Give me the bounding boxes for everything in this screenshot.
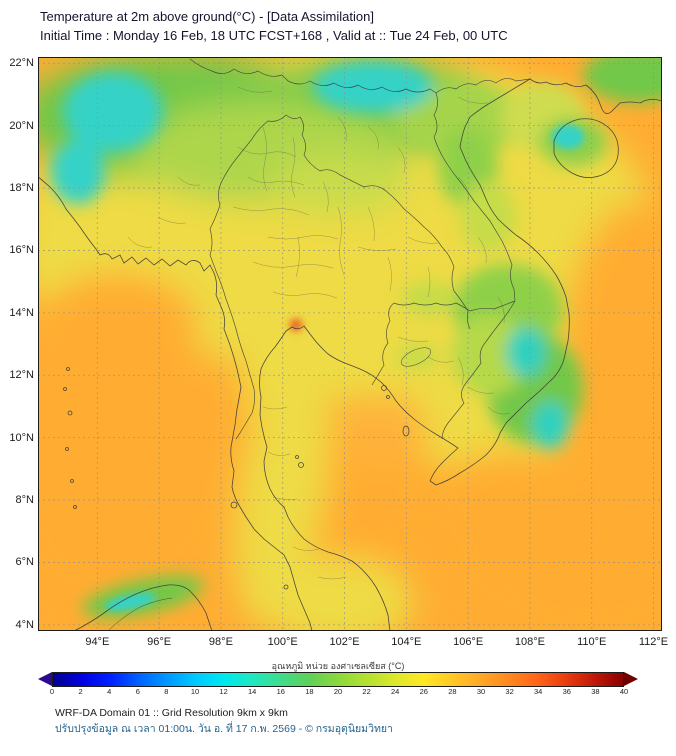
colorbar-tick-label: 28 xyxy=(448,687,457,696)
colorbar-gradient xyxy=(52,671,624,687)
colorbar-tick-label: 2 xyxy=(78,687,83,696)
lat-tick-label: 20°N xyxy=(9,119,34,132)
colorbar-tick-label: 38 xyxy=(591,687,600,696)
page-title: Temperature at 2m above ground(°C) - [Da… xyxy=(40,9,374,24)
temperature-map-canvas xyxy=(38,57,662,631)
lon-tick-label: 110°E xyxy=(577,636,607,648)
province-borders xyxy=(127,86,511,580)
colorbar-tick-label: 24 xyxy=(391,687,400,696)
lat-tick-label: 8°N xyxy=(15,494,34,507)
lat-tick-label: 14°N xyxy=(9,306,34,319)
colorbar-tick-label: 6 xyxy=(135,687,140,696)
map-footer: WRF-DA Domain 01 :: Grid Resolution 9km … xyxy=(55,705,393,737)
colorbar-left-arrow-icon xyxy=(38,672,52,686)
colorbar-tick-label: 0 xyxy=(49,687,55,696)
page-subtitle: Initial Time : Monday 16 Feb, 18 UTC FCS… xyxy=(40,28,508,43)
colorbar-tick-label: 8 xyxy=(164,687,169,696)
lon-tick-label: 106°E xyxy=(453,636,484,648)
lat-tick-label: 10°N xyxy=(9,431,34,444)
colorbar-tick-row: 0 2 4 6 8 10 12 14 16 18 20 22 24 26 28 30 32 34 36 38 40 xyxy=(49,687,628,697)
lon-tick-label: 100°E xyxy=(267,636,298,648)
colorbar-tick-label: 32 xyxy=(505,687,514,696)
map-frame xyxy=(38,57,662,631)
colorbar-tick-label: 12 xyxy=(219,687,228,696)
colorbar-tick-label: 40 xyxy=(619,687,629,696)
temperature-field xyxy=(38,57,662,631)
colorbar-tick-label: 26 xyxy=(419,687,428,696)
lat-tick-label: 16°N xyxy=(9,244,34,257)
plot-frame xyxy=(38,57,662,631)
colorbar-right-arrow-icon xyxy=(624,672,638,686)
colorbar-tick-label: 14 xyxy=(248,687,257,696)
colorbar-tick-label: 30 xyxy=(476,687,486,696)
lat-tick-label: 22°N xyxy=(9,57,34,70)
footer-domain-info: WRF-DA Domain 01 :: Grid Resolution 9km … xyxy=(55,707,288,719)
colorbar-tick-label: 36 xyxy=(562,687,571,696)
colorbar-tick-label: 10 xyxy=(190,687,200,696)
lat-tick-label: 18°N xyxy=(9,182,34,195)
graticule-grid xyxy=(38,57,662,631)
lon-tick-label: 94°E xyxy=(85,636,110,648)
coastlines xyxy=(38,78,662,631)
colorbar-tick-label: 18 xyxy=(305,687,314,696)
footer-update-info: ปรับปรุงข้อมูล ณ เวลา 01:00น. วัน อ. ที่… xyxy=(55,723,393,735)
lat-tick-label: 4°N xyxy=(15,618,34,631)
map-header: Temperature at 2m above ground(°C) - [Da… xyxy=(40,7,508,45)
lon-tick-label: 104°E xyxy=(391,636,422,648)
colorbar: อุณหภูมิ หน่วย องศาเซลเซียส (°C) 0 2 4 6 8 10… xyxy=(38,659,638,697)
colorbar-tick-label: 22 xyxy=(362,687,371,696)
lon-tick-label: 98°E xyxy=(208,636,233,648)
lon-tick-label: 96°E xyxy=(147,636,172,648)
colorbar-tick-label: 4 xyxy=(107,687,112,696)
country-borders xyxy=(189,58,531,440)
lon-tick-label: 112°E xyxy=(638,636,669,648)
colorbar-label: อุณหภูมิ หน่วย องศาเซลเซียส (°C) xyxy=(271,661,405,671)
lat-tick-label: 12°N xyxy=(9,369,34,382)
colorbar-tick-label: 16 xyxy=(276,687,285,696)
colorbar-tick-label: 20 xyxy=(333,687,343,696)
lon-tick-label: 102°E xyxy=(329,636,360,648)
colorbar-tick-label: 34 xyxy=(534,687,543,696)
lon-tick-label: 108°E xyxy=(514,636,545,648)
lat-tick-label: 6°N xyxy=(15,556,34,569)
